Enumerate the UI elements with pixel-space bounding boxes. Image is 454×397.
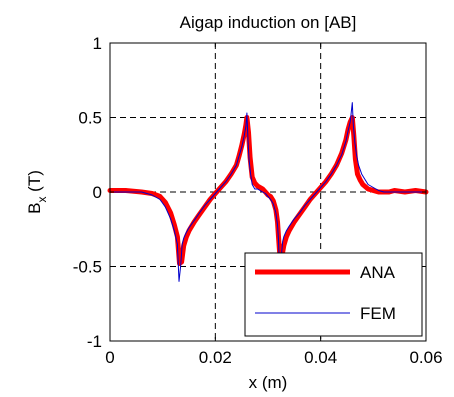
legend-label-fem: FEM <box>360 304 396 323</box>
y-axis-title-main: B <box>25 203 44 214</box>
y-tick-label: -1 <box>87 332 102 351</box>
y-axis-title: Bx (T) <box>25 170 49 214</box>
legend: ANA FEM <box>244 252 423 337</box>
x-tick-label: 0.02 <box>199 348 232 367</box>
y-tick-label: 0.5 <box>78 109 102 128</box>
y-tick-label: 0 <box>93 183 102 202</box>
x-tick-label: 0.06 <box>409 348 442 367</box>
y-tick-label: -0.5 <box>73 258 102 277</box>
x-tick-label: 0 <box>105 348 114 367</box>
series-layer <box>107 102 429 282</box>
legend-label-ana: ANA <box>360 263 396 282</box>
y-tick-label: 1 <box>93 34 102 53</box>
y-tick-labels: -1 -0.5 0 0.5 1 <box>73 34 102 351</box>
y-axis-title-unit: (T) <box>25 170 44 196</box>
y-axis-title-subscript: x <box>35 197 49 203</box>
chart-title: Aigap induction on [AB] <box>180 13 357 32</box>
series-line-ana <box>107 115 429 266</box>
ticks <box>109 42 427 342</box>
legend-box <box>244 252 423 337</box>
x-tick-label: 0.04 <box>304 348 337 367</box>
x-axis-title: x (m) <box>249 373 288 392</box>
x-tick-labels: 0 0.02 0.04 0.06 <box>105 348 442 367</box>
series-line-fem <box>109 102 427 282</box>
